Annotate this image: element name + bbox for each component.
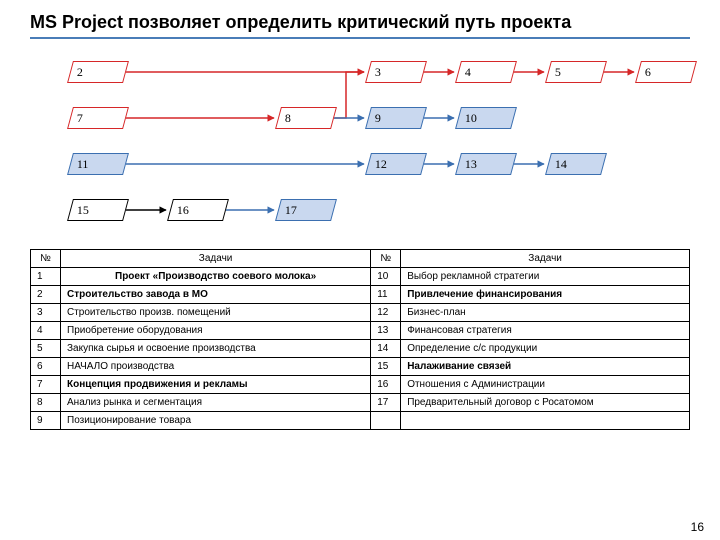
col-header-num1: № bbox=[31, 250, 61, 268]
col-header-num2: № bbox=[371, 250, 401, 268]
table-row: 7Концепция продвижения и рекламы16Отноше… bbox=[31, 376, 690, 394]
page-number: 16 bbox=[691, 520, 704, 534]
cell-task2: Отношения с Администрации bbox=[401, 376, 690, 394]
cell-task1: НАЧАЛО производства bbox=[61, 358, 371, 376]
cell-task2: Бизнес-план bbox=[401, 304, 690, 322]
cell-task1: Анализ рынка и сегментация bbox=[61, 394, 371, 412]
cell-task1: Строительство завода в МО bbox=[61, 286, 371, 304]
col-header-task2: Задачи bbox=[401, 250, 690, 268]
node-7: 7 bbox=[67, 107, 129, 129]
node-15: 15 bbox=[67, 199, 129, 221]
cell-task1: Строительство произв. помещений bbox=[61, 304, 371, 322]
table-header-row: № Задачи № Задачи bbox=[31, 250, 690, 268]
cell-task2: Определение с/с продукции bbox=[401, 340, 690, 358]
cell-task2: Финансовая стратегия bbox=[401, 322, 690, 340]
node-9: 9 bbox=[365, 107, 427, 129]
cell-num1: 7 bbox=[31, 376, 61, 394]
cell-num1: 2 bbox=[31, 286, 61, 304]
cell-task1: Приобретение оборудования bbox=[61, 322, 371, 340]
cell-task1: Концепция продвижения и рекламы bbox=[61, 376, 371, 394]
cell-task2: Выбор рекламной стратегии bbox=[401, 268, 690, 286]
title-underline bbox=[30, 37, 690, 39]
cell-task1: Позиционирование товара bbox=[61, 412, 371, 430]
table-row: 1Проект «Производство соевого молока»10В… bbox=[31, 268, 690, 286]
cell-num2: 10 bbox=[371, 268, 401, 286]
cell-num1: 5 bbox=[31, 340, 61, 358]
node-4: 4 bbox=[455, 61, 517, 83]
cell-task2: Предварительный договор с Росатомом bbox=[401, 394, 690, 412]
table-row: 3Строительство произв. помещений12Бизнес… bbox=[31, 304, 690, 322]
node-11: 11 bbox=[67, 153, 129, 175]
cell-num2: 15 bbox=[371, 358, 401, 376]
cell-num2: 16 bbox=[371, 376, 401, 394]
node-12: 12 bbox=[365, 153, 427, 175]
cell-num2 bbox=[371, 412, 401, 430]
table-row: 5Закупка сырья и освоение производства14… bbox=[31, 340, 690, 358]
node-5: 5 bbox=[545, 61, 607, 83]
cell-task1: Проект «Производство соевого молока» bbox=[61, 268, 371, 286]
col-header-task1: Задачи bbox=[61, 250, 371, 268]
cell-num1: 8 bbox=[31, 394, 61, 412]
node-10: 10 bbox=[455, 107, 517, 129]
table-row: 2Строительство завода в МО11Привлечение … bbox=[31, 286, 690, 304]
network-diagram: 234567891011121314151617 bbox=[30, 43, 690, 243]
cell-num1: 1 bbox=[31, 268, 61, 286]
node-2: 2 bbox=[67, 61, 129, 83]
node-3: 3 bbox=[365, 61, 427, 83]
cell-num1: 4 bbox=[31, 322, 61, 340]
node-8: 8 bbox=[275, 107, 337, 129]
node-6: 6 bbox=[635, 61, 697, 83]
cell-num2: 11 bbox=[371, 286, 401, 304]
cell-num2: 12 bbox=[371, 304, 401, 322]
cell-task2 bbox=[401, 412, 690, 430]
table-row: 6НАЧАЛО производства15Налаживание связей bbox=[31, 358, 690, 376]
cell-num1: 6 bbox=[31, 358, 61, 376]
node-17: 17 bbox=[275, 199, 337, 221]
cell-task2: Привлечение финансирования bbox=[401, 286, 690, 304]
cell-num1: 3 bbox=[31, 304, 61, 322]
cell-num2: 17 bbox=[371, 394, 401, 412]
node-13: 13 bbox=[455, 153, 517, 175]
node-14: 14 bbox=[545, 153, 607, 175]
cell-num2: 14 bbox=[371, 340, 401, 358]
page-title: MS Project позволяет определить критичес… bbox=[0, 0, 720, 37]
table-row: 4Приобретение оборудования13Финансовая с… bbox=[31, 322, 690, 340]
cell-num1: 9 bbox=[31, 412, 61, 430]
tasks-table: № Задачи № Задачи 1Проект «Производство … bbox=[30, 249, 690, 430]
table-row: 9Позиционирование товара bbox=[31, 412, 690, 430]
table-row: 8Анализ рынка и сегментация17Предварител… bbox=[31, 394, 690, 412]
cell-num2: 13 bbox=[371, 322, 401, 340]
cell-task2: Налаживание связей bbox=[401, 358, 690, 376]
edge-8-3 bbox=[334, 72, 364, 118]
node-16: 16 bbox=[167, 199, 229, 221]
cell-task1: Закупка сырья и освоение производства bbox=[61, 340, 371, 358]
